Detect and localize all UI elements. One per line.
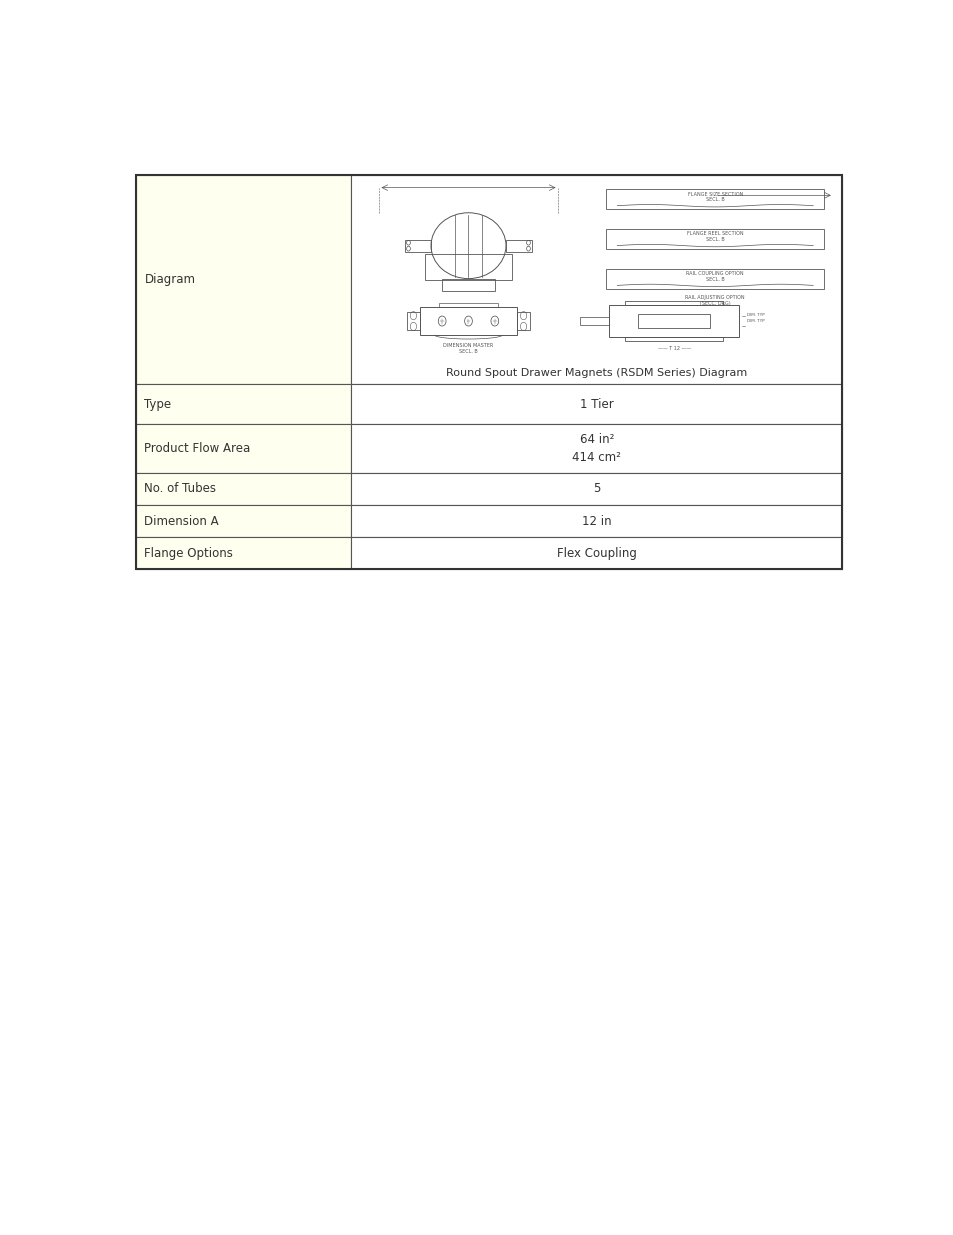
Bar <box>505 240 532 252</box>
Text: DIM. TYP: DIM. TYP <box>746 319 763 324</box>
Bar <box>135 425 351 473</box>
Text: DIM. TYP: DIM. TYP <box>746 312 763 316</box>
Bar <box>419 308 517 335</box>
Text: FLANGE REEL SECTION
SECL. B: FLANGE REEL SECTION SECL. B <box>686 231 742 242</box>
Text: Type: Type <box>144 398 172 411</box>
Bar <box>135 473 351 505</box>
Text: 64 in²
414 cm²: 64 in² 414 cm² <box>572 433 620 464</box>
Text: 12 in: 12 in <box>581 515 611 527</box>
Bar <box>351 537 841 569</box>
Bar <box>351 425 841 473</box>
Text: 1 Tier: 1 Tier <box>579 398 613 411</box>
Bar <box>351 473 841 505</box>
Bar <box>517 312 529 330</box>
Bar <box>606 230 823 249</box>
Text: No. of Tubes: No. of Tubes <box>144 483 216 495</box>
Bar <box>135 537 351 569</box>
Text: Diagram: Diagram <box>144 273 195 287</box>
Text: RAIL COUPLING OPTION
SECL. B: RAIL COUPLING OPTION SECL. B <box>686 272 743 282</box>
Bar <box>407 312 419 330</box>
Bar <box>135 505 351 537</box>
Text: Product Flow Area: Product Flow Area <box>144 442 251 456</box>
Text: —— T 12 ——: —— T 12 —— <box>657 346 690 351</box>
Bar <box>579 317 608 325</box>
Bar <box>351 505 841 537</box>
Text: Dimension A: Dimension A <box>144 515 219 527</box>
Bar <box>135 175 841 569</box>
Bar <box>442 279 495 290</box>
Bar <box>351 384 841 425</box>
Text: Flex Coupling: Flex Coupling <box>557 547 636 559</box>
Bar <box>425 254 511 280</box>
Bar <box>606 269 823 289</box>
Bar <box>624 301 722 305</box>
Bar <box>438 303 497 308</box>
Text: FLANGE SIZE SECTION
SECL. B: FLANGE SIZE SECTION SECL. B <box>687 191 742 203</box>
Bar <box>638 314 709 329</box>
Bar <box>351 175 841 384</box>
Bar <box>404 240 431 252</box>
Text: Flange Options: Flange Options <box>144 547 233 559</box>
Bar <box>135 384 351 425</box>
Bar <box>606 189 823 209</box>
Text: RAIL ADJUSTING OPTION
(SECC. DRG): RAIL ADJUSTING OPTION (SECC. DRG) <box>684 295 744 305</box>
Bar <box>608 305 739 337</box>
Bar <box>135 175 351 384</box>
Text: DIMENSION MASTER
SECL. B: DIMENSION MASTER SECL. B <box>443 343 493 354</box>
Text: Round Spout Drawer Magnets (RSDM Series) Diagram: Round Spout Drawer Magnets (RSDM Series)… <box>446 368 746 378</box>
Text: 5: 5 <box>593 483 599 495</box>
Bar <box>624 337 722 341</box>
